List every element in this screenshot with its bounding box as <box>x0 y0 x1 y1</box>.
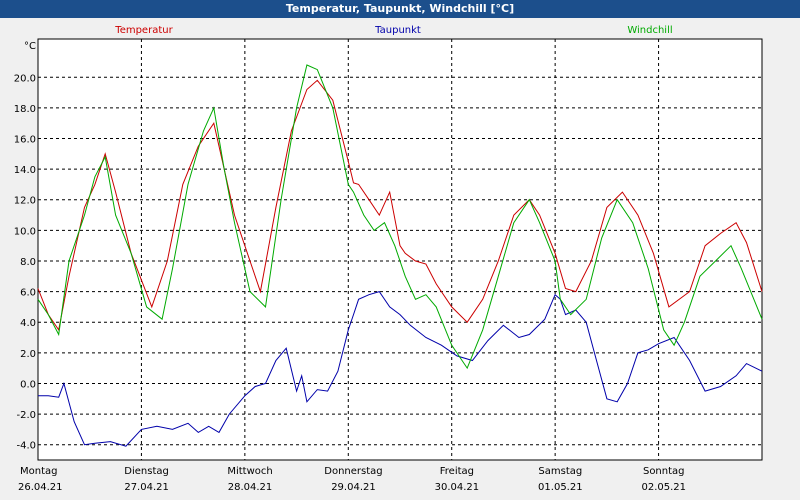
y-tick-label: 4.0 <box>20 318 36 329</box>
y-tick-label: -2.0 <box>16 410 36 421</box>
x-tick-label-date: 30.04.21 <box>435 482 480 493</box>
series-line-temperatur <box>37 79 763 332</box>
legend-entry-windchill: Windchill <box>627 25 672 36</box>
x-tick-label-day: Dienstag <box>124 466 169 477</box>
legend-entry-temperatur: Temperatur <box>114 25 173 36</box>
x-tick-label-day: Freitag <box>440 466 474 477</box>
y-tick-label: 0.0 <box>20 379 36 390</box>
y-tick-label: 16.0 <box>14 135 36 146</box>
x-tick-label-day: Mittwoch <box>227 466 272 477</box>
x-tick-label-date: 29.04.21 <box>331 482 376 493</box>
x-tick-label-date: 28.04.21 <box>228 482 273 493</box>
y-tick-label: 6.0 <box>20 288 36 299</box>
y-axis-unit: °C <box>24 41 36 52</box>
x-tick-label-date: 01.05.21 <box>538 482 583 493</box>
x-tick-label-date: 26.04.21 <box>18 482 63 493</box>
x-tick-label-date: 02.05.21 <box>641 482 686 493</box>
x-tick-label-date: 27.04.21 <box>124 482 169 493</box>
legend-entry-taupunkt: Taupunkt <box>374 25 421 36</box>
series-line-windchill <box>37 64 763 370</box>
y-tick-label: 12.0 <box>14 196 36 207</box>
chart-area: 20.0 18.0 16.0 14.0 12.0 10.0 8.0 6.0 4.0 2.0 0.0 -… <box>14 25 763 493</box>
title-bar <box>0 0 800 18</box>
y-tick-label: 10.0 <box>14 226 36 237</box>
y-tick-label: 14.0 <box>14 165 36 176</box>
y-tick-label: 18.0 <box>14 104 36 115</box>
series-line-taupunkt <box>38 291 763 447</box>
x-tick-label-day: Sonntag <box>643 466 685 477</box>
y-tick-label: 8.0 <box>20 257 36 268</box>
y-tick-label: 20.0 <box>14 73 36 84</box>
x-tick-label-day: Donnerstag <box>324 466 382 477</box>
y-tick-label: 2.0 <box>20 349 36 360</box>
x-tick-label-day: Montag <box>20 466 57 477</box>
window-title: Temperatur, Taupunkt, Windchill [°C] <box>285 2 515 15</box>
plot-background <box>37 38 763 461</box>
y-tick-label: -4.0 <box>16 441 36 452</box>
x-tick-label-day: Samstag <box>538 466 582 477</box>
